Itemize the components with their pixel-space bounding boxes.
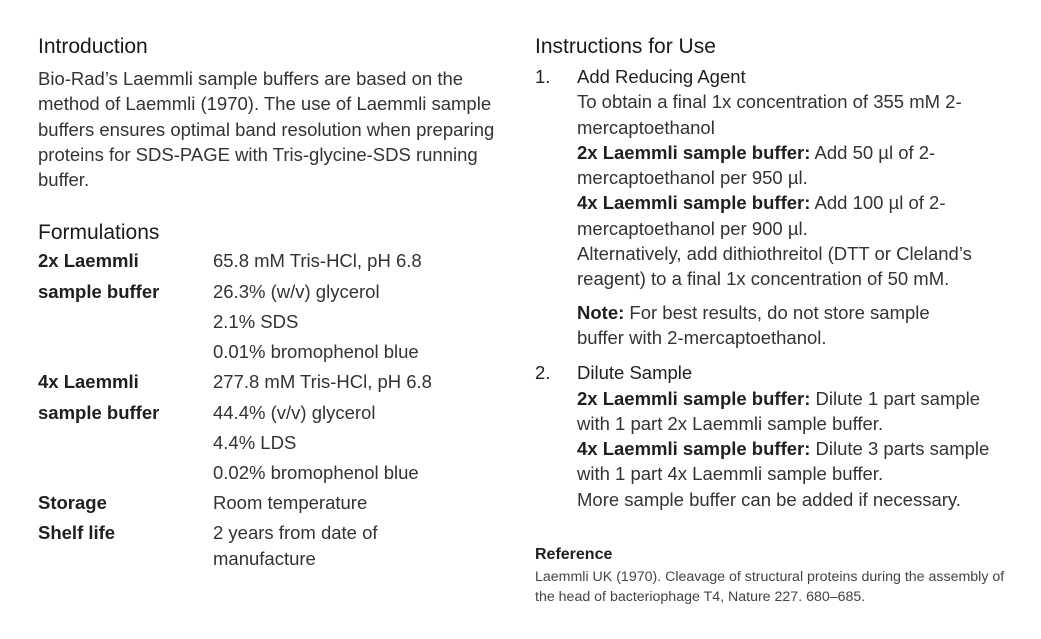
formulations-heading: Formulations — [38, 221, 160, 245]
step-title: Dilute Sample — [577, 362, 693, 384]
step-number: 1. — [535, 66, 551, 87]
reference-text: Laemmli UK (1970). Cleavage of structura… — [535, 569, 1005, 605]
formulation-value: 0.02% bromophenol blue — [213, 461, 419, 483]
formulation-value: 44.4% (v/v) glycerol — [213, 401, 376, 423]
instruction-step-1: 1. Add Reducing Agent To obtain a final … — [535, 64, 1025, 350]
instruction-step-2: 2. Dilute Sample 2x Laemmli sample buffe… — [535, 360, 1025, 512]
buffer-text: Add 100 µl of 2-mercaptoethanol per 900 … — [577, 192, 946, 239]
step-4x-instruction: 4x Laemmli sample buffer: Dilute 3 parts… — [577, 436, 997, 487]
formulation-value: 277.8 mM Tris-HCl, pH 6.8 — [213, 371, 432, 393]
step-more: More sample buffer can be added if neces… — [577, 488, 961, 510]
step-2x-instruction: 2x Laemmli sample buffer: Dilute 1 part … — [577, 386, 997, 437]
step-intro: To obtain a final 1x concentration of 35… — [577, 91, 962, 138]
formulation-value: 4.4% LDS — [213, 431, 297, 453]
step-alternative: Alternatively, add dithiothreitol (DTT o… — [577, 243, 972, 290]
step-note: Note: For best results, do not store sam… — [577, 300, 977, 351]
formulation-key — [38, 428, 213, 458]
reference-heading: Reference — [535, 546, 613, 563]
formulation-value: 2 years from date of manufacture — [213, 522, 378, 569]
buffer-text: Dilute 1 part sample with 1 part 2x Laem… — [577, 387, 981, 434]
formulation-key: sample buffer — [38, 401, 160, 423]
step-title: Add Reducing Agent — [577, 66, 746, 87]
formulations-table: 2x Laemmli 65.8 mM Tris-HCl, pH 6.8 samp… — [38, 246, 508, 570]
formulation-key: 2x Laemmli — [38, 250, 139, 272]
step-number: 2. — [535, 362, 551, 384]
formulation-value: 2.1% SDS — [213, 310, 299, 332]
formulation-value: 26.3% (w/v) glycerol — [213, 280, 380, 302]
formulation-key: sample buffer — [38, 280, 160, 302]
formulation-key — [38, 458, 213, 488]
formulation-value: Room temperature — [213, 492, 368, 514]
buffer-label: 4x Laemmli sample buffer: — [577, 192, 811, 214]
buffer-label: 2x Laemmli sample buffer: — [577, 387, 811, 409]
reference-section: Reference Laemmli UK (1970). Cleavage of… — [535, 545, 1015, 607]
step-4x-instruction: 4x Laemmli sample buffer: Add 100 µl of … — [577, 190, 967, 241]
note-text: For best results, do not store sample bu… — [577, 301, 930, 348]
left-column: Introduction Bio-Rad’s Laemmli sample bu… — [38, 34, 508, 571]
right-column: Instructions for Use 1. Add Reducing Age… — [535, 34, 1025, 512]
formulation-key: Storage — [38, 492, 107, 514]
formulation-value: 0.01% bromophenol blue — [213, 341, 419, 363]
formulation-key — [38, 337, 213, 367]
formulation-key: Shelf life — [38, 522, 116, 544]
buffer-text: Add 50 µl of 2-mercaptoethanol per 950 µ… — [577, 141, 936, 189]
buffer-label: 4x Laemmli sample buffer: — [577, 438, 811, 460]
step-2x-instruction: 2x Laemmli sample buffer: Add 50 µl of 2… — [577, 140, 997, 191]
formulation-value: 65.8 mM Tris-HCl, pH 6.8 — [213, 250, 422, 272]
formulation-key — [38, 307, 213, 337]
formulation-key: 4x Laemmli — [38, 371, 139, 393]
note-label: Note: — [577, 301, 625, 323]
instructions-heading: Instructions for Use — [535, 35, 716, 58]
buffer-text: Dilute 3 parts sample with 1 part 4x Lae… — [577, 438, 990, 485]
buffer-label: 2x Laemmli sample buffer: — [577, 141, 811, 163]
introduction-text: Bio-Rad’s Laemmli sample buffers are bas… — [38, 68, 495, 191]
introduction-heading: Introduction — [38, 35, 148, 58]
